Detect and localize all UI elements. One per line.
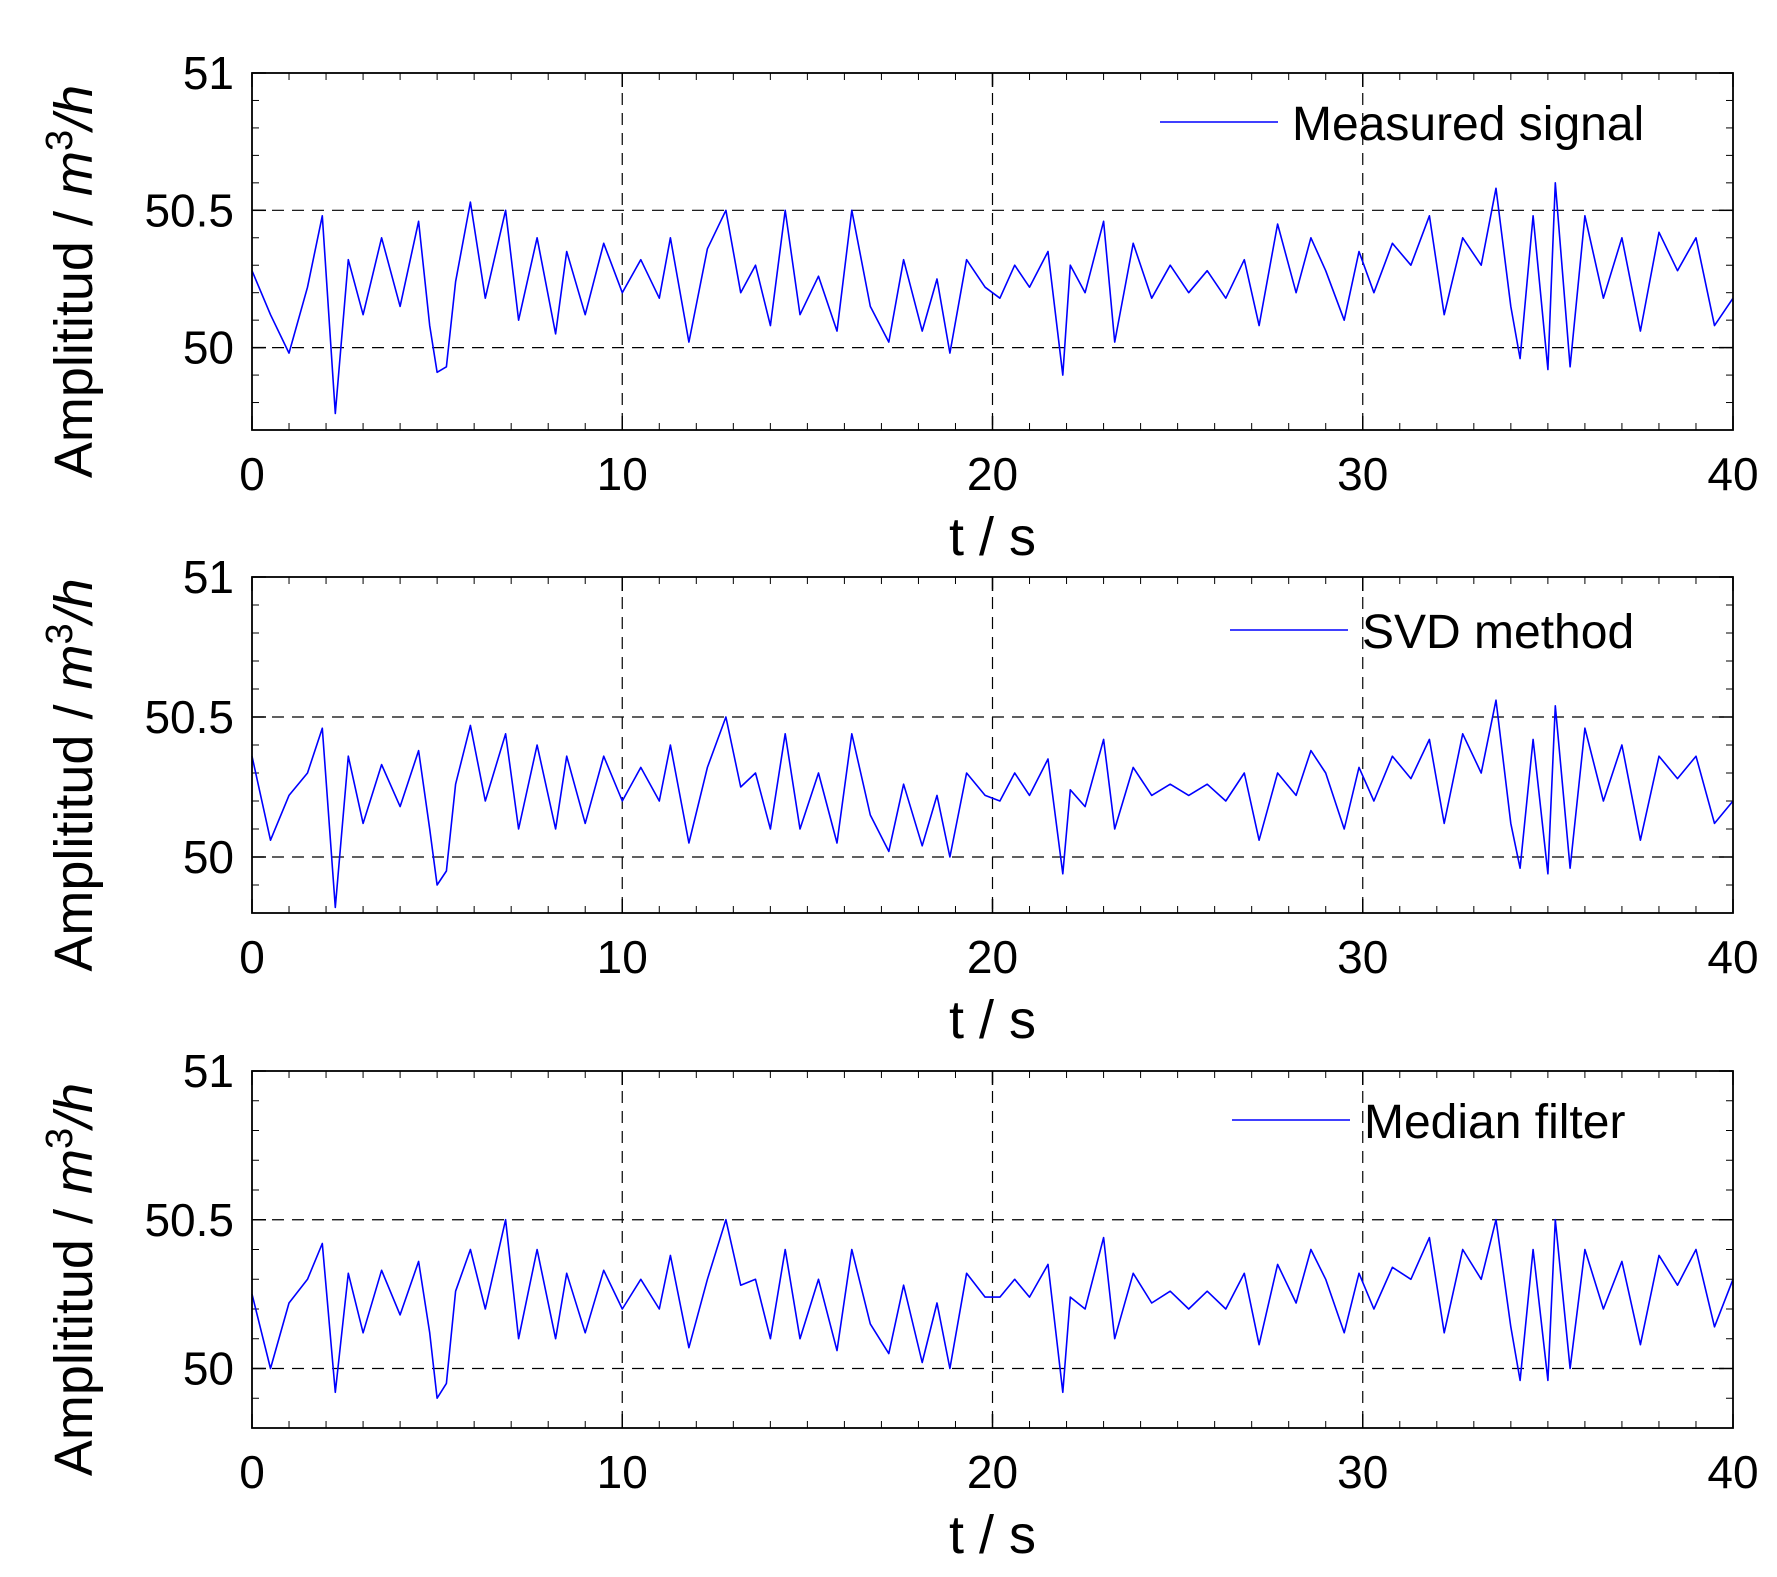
x-tick-label: 20 (967, 448, 1018, 500)
x-tick-label: 30 (1337, 1446, 1388, 1498)
y-tick-label: 50.5 (144, 691, 234, 743)
x-axis-label: t / s (949, 1505, 1036, 1565)
legend-label: Median filter (1364, 1096, 1625, 1149)
x-tick-label: 0 (239, 448, 265, 500)
y-axis-unit: m (44, 645, 104, 690)
y-tick-label: 50.5 (144, 184, 234, 236)
legend-label: SVD method (1362, 606, 1634, 659)
y-tick-label: 50.5 (144, 1194, 234, 1246)
y-axis-unit-tail: /h (44, 1083, 104, 1132)
y-axis-unit-tail: /h (44, 85, 104, 134)
x-tick-label: 40 (1707, 448, 1758, 500)
y-axis-unit-superscript: 3 (39, 130, 81, 151)
y-tick-label: 51 (183, 47, 234, 99)
y-tick-label: 50 (183, 831, 234, 883)
y-axis-unit: m (44, 151, 104, 196)
x-tick-label: 30 (1337, 448, 1388, 500)
x-tick-label: 10 (597, 931, 648, 983)
y-tick-label: 51 (183, 551, 234, 603)
y-axis-label-text: Amplititud / (44, 690, 104, 972)
series-line-1 (251, 182, 1734, 415)
y-tick-label: 50 (183, 322, 234, 374)
x-axis-label: t / s (949, 990, 1036, 1050)
y-tick-label: 50 (183, 1343, 234, 1395)
plot-panel-1: 0 10 20 30 40 50 50.5 51 t / s Amplititud / m3/h M… (39, 47, 1759, 567)
x-tick-label: 40 (1707, 931, 1758, 983)
y-axis-label-text: Amplititud / (44, 196, 104, 478)
y-axis-unit-superscript: 3 (39, 1128, 81, 1149)
y-axis-label: Amplititud / m3/h (39, 578, 104, 971)
plot-panel-3: 0 10 20 30 40 50 50.5 51 t / s Amplititud / m3/h M… (39, 1045, 1759, 1565)
plot-area (252, 73, 1733, 430)
y-axis-label: Amplititud / m3/h (39, 85, 104, 478)
x-tick-label: 10 (597, 448, 648, 500)
y-axis-unit: m (44, 1149, 104, 1194)
x-tick-label: 30 (1337, 931, 1388, 983)
axes-frame (251, 72, 1734, 431)
y-tick-label: 51 (183, 1045, 234, 1097)
series-line-1 (251, 699, 1734, 909)
y-axis-unit-tail: /h (44, 578, 104, 627)
y-axis-label: Amplititud / m3/h (39, 1083, 104, 1476)
x-tick-label: 20 (967, 1446, 1018, 1498)
x-tick-label: 20 (967, 931, 1018, 983)
x-tick-label: 10 (597, 1446, 648, 1498)
x-tick-label: 0 (239, 1446, 265, 1498)
axes-frame (251, 1070, 1734, 1429)
axes-frame (251, 576, 1734, 914)
x-tick-label: 40 (1707, 1446, 1758, 1498)
y-axis-unit-superscript: 3 (39, 623, 81, 644)
plot-panel-2: 0 10 20 30 40 50 50.5 51 t / s Amplititud / m3/h S… (39, 551, 1759, 1050)
x-axis-label: t / s (949, 507, 1036, 567)
legend-label: Measured signal (1292, 98, 1644, 151)
series-line-1 (251, 1218, 1734, 1399)
y-axis-label-text: Amplititud / (44, 1194, 104, 1476)
x-tick-label: 0 (239, 931, 265, 983)
